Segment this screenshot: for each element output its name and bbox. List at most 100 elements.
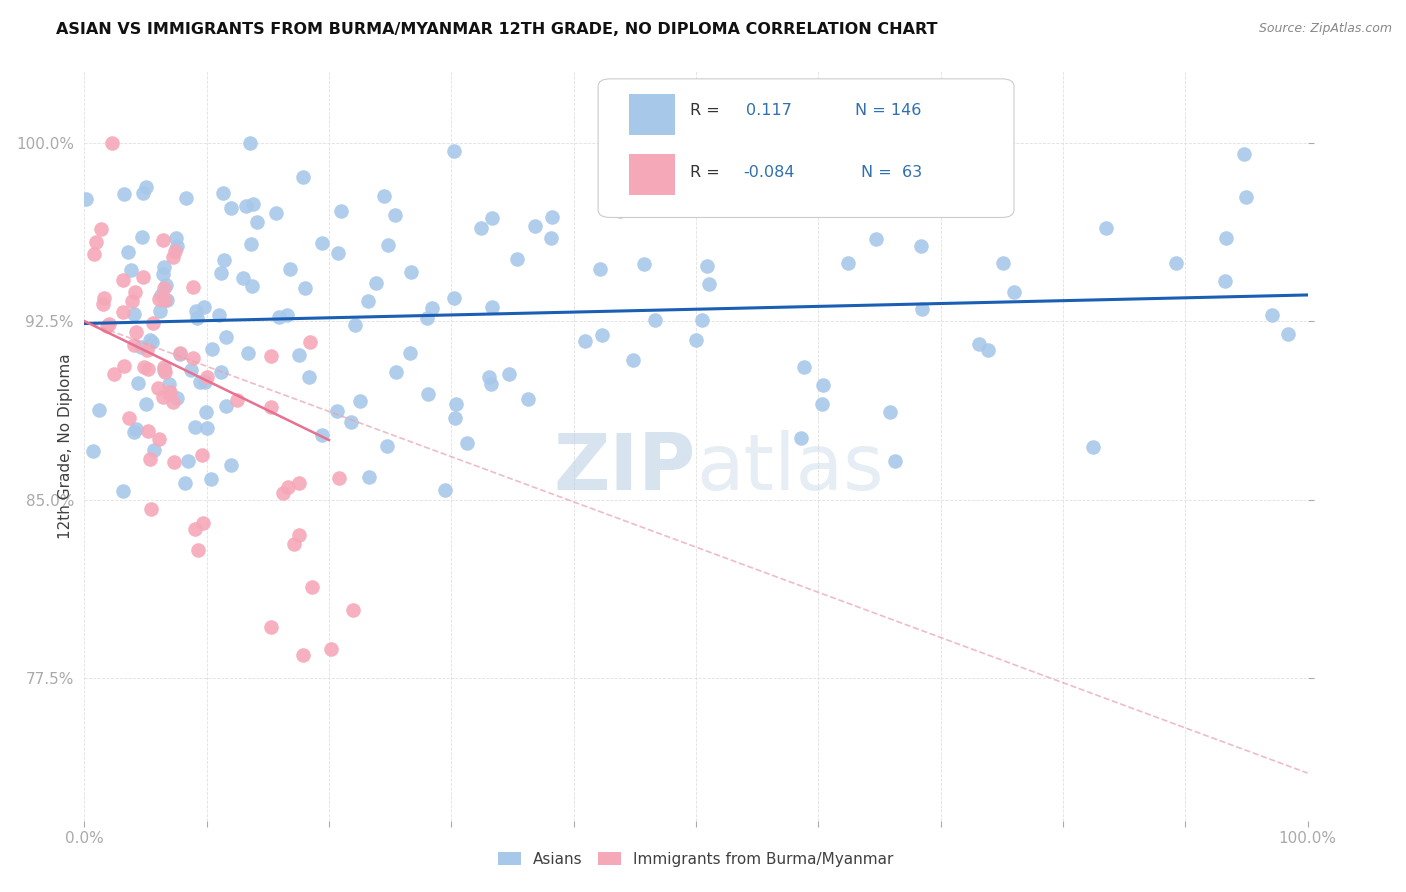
Point (260, 349, 283, 363)
Point (277, 480, 299, 494)
Point (125, 325, 148, 339)
Point (879, 405, 901, 419)
Point (184, 420, 207, 434)
Point (235, 198, 257, 212)
Point (209, 266, 232, 280)
Point (153, 362, 176, 376)
Text: atlas: atlas (696, 431, 883, 507)
Point (264, 205, 287, 219)
Point (993, 256, 1015, 270)
Point (195, 421, 218, 435)
Point (219, 201, 242, 215)
Point (481, 211, 503, 226)
Point (330, 203, 353, 218)
Point (832, 155, 855, 169)
Point (790, 431, 813, 445)
Point (276, 308, 298, 322)
Point (238, 346, 260, 360)
Point (219, 458, 242, 472)
Point (169, 345, 191, 359)
Point (136, 424, 159, 438)
Point (122, 425, 145, 439)
Point (444, 410, 467, 425)
Point (793, 359, 815, 374)
Point (191, 516, 214, 530)
Point (174, 476, 197, 491)
Point (149, 304, 172, 318)
Point (1233, 147, 1256, 161)
Point (111, 305, 134, 319)
Point (166, 391, 188, 405)
Point (148, 381, 170, 395)
Point (155, 293, 177, 308)
Point (697, 277, 720, 292)
Text: R =: R = (690, 103, 720, 118)
Point (200, 472, 222, 486)
Point (120, 262, 142, 277)
Point (148, 292, 170, 306)
Point (215, 399, 238, 413)
Point (1166, 256, 1188, 270)
Point (298, 335, 321, 350)
Text: -0.084: -0.084 (744, 165, 796, 180)
Point (186, 310, 208, 325)
Point (141, 334, 163, 349)
Point (212, 186, 235, 201)
Point (91, 297, 114, 311)
Point (117, 245, 139, 260)
Point (1277, 326, 1299, 341)
Point (621, 353, 644, 368)
Point (328, 245, 350, 260)
Point (121, 293, 143, 308)
Point (139, 333, 162, 347)
Point (443, 291, 465, 305)
Point (696, 259, 718, 273)
Point (446, 397, 468, 411)
Point (415, 311, 437, 326)
Point (191, 448, 214, 462)
Point (162, 250, 184, 264)
Point (135, 397, 157, 411)
Point (479, 376, 502, 391)
Point (215, 329, 238, 343)
Point (162, 394, 184, 409)
Point (239, 136, 262, 151)
Point (811, 377, 834, 392)
Point (180, 363, 202, 377)
Point (122, 307, 145, 321)
Point (359, 469, 381, 483)
Point (87, 403, 110, 417)
Legend: Asians, Immigrants from Burma/Myanmar: Asians, Immigrants from Burma/Myanmar (492, 846, 900, 873)
Point (153, 360, 176, 375)
Point (1081, 440, 1104, 454)
Point (159, 385, 181, 400)
Point (132, 269, 155, 284)
Point (181, 279, 204, 293)
Point (481, 301, 503, 315)
Point (184, 303, 207, 318)
Point (177, 453, 200, 467)
Point (591, 327, 613, 342)
Point (96, 318, 118, 333)
Point (184, 522, 207, 536)
Point (194, 404, 217, 418)
Point (1260, 308, 1282, 322)
Point (574, 334, 596, 348)
Point (271, 486, 294, 500)
Point (118, 411, 141, 425)
Point (398, 346, 420, 360)
Text: ZIP: ZIP (554, 431, 696, 507)
Point (1095, 221, 1118, 235)
Point (193, 301, 215, 315)
Text: 0.117: 0.117 (747, 103, 793, 118)
Point (288, 475, 311, 490)
Point (127, 376, 149, 390)
FancyBboxPatch shape (628, 153, 675, 195)
Point (772, 112, 794, 126)
Point (1213, 274, 1236, 288)
Point (434, 483, 457, 497)
Point (187, 543, 209, 558)
Point (200, 343, 222, 357)
Point (169, 347, 191, 361)
Point (292, 648, 315, 662)
